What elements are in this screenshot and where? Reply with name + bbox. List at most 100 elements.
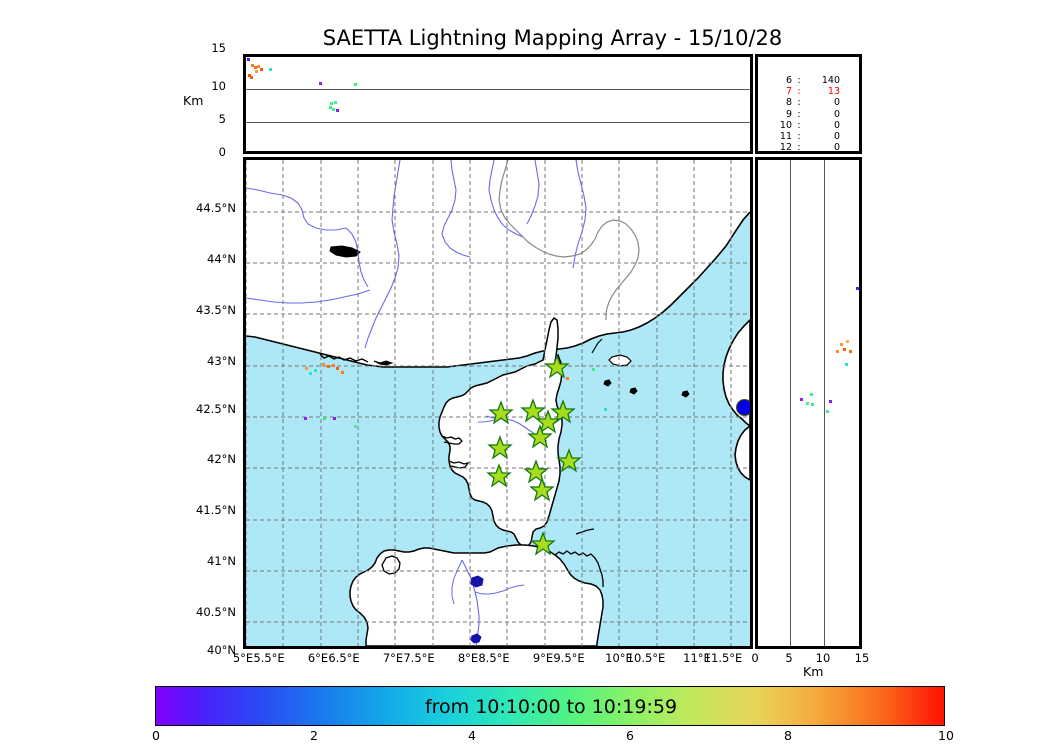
stat-stations: 9 <box>785 108 792 120</box>
source-point <box>806 402 809 405</box>
station-markers[interactable] <box>486 354 582 556</box>
stat-stations: 12 <box>779 142 792 154</box>
stat-count: 0 <box>833 131 840 143</box>
source-point <box>840 343 843 346</box>
source-point <box>856 287 859 290</box>
source-point <box>846 340 849 343</box>
source-point <box>257 65 260 68</box>
stat-count: 140 <box>821 75 840 86</box>
stat-sep: : <box>797 86 801 98</box>
island-pianosa <box>603 379 612 387</box>
lake-sardinia-north <box>470 575 484 588</box>
station-count-stats-panel[interactable]: 6: 140 7: 13 8: 0 9: 0 10: 0 11: 0 12: 0 <box>755 54 862 154</box>
source-point <box>845 363 848 366</box>
colorbar[interactable]: from 10:10:00 to 10:19:59 <box>155 686 945 726</box>
river-tavignano <box>478 419 497 423</box>
source-point <box>248 74 251 77</box>
table-row: 10: 0 <box>766 120 840 131</box>
island-giglio <box>681 390 690 398</box>
xtick-label-map: 10.5°E <box>626 651 666 665</box>
coastline-detail-provence <box>319 353 369 363</box>
stat-count: 0 <box>833 119 840 131</box>
source-point <box>250 76 253 79</box>
station-marker <box>520 398 546 423</box>
stat-stations: 6 <box>785 75 792 86</box>
stat-sep: : <box>797 75 801 86</box>
ytick-label-map: 41°N <box>207 554 236 568</box>
ytick-label-map: 40.5°N <box>196 605 236 619</box>
xtick-label-map: 5°E <box>232 651 254 665</box>
xtick-label-map: 8°E <box>457 651 479 665</box>
island-capraia <box>591 338 603 354</box>
station-marker <box>486 463 512 488</box>
coastline-detail-hyeres <box>373 360 394 366</box>
stat-sep: : <box>797 108 801 120</box>
coastline-tuscany-south <box>734 424 750 481</box>
gridline-5km <box>790 160 791 646</box>
station-marker <box>535 409 561 434</box>
stat-sep: : <box>797 119 801 131</box>
source-point <box>330 102 333 105</box>
border-france-italy <box>498 160 640 320</box>
table-row: 7: 13 <box>766 86 840 97</box>
stat-sep: : <box>797 131 801 143</box>
stat-count: 0 <box>833 142 840 154</box>
station-marker <box>487 435 513 460</box>
page-title: SAETTA Lightning Mapping Array - 15/10/2… <box>322 26 783 50</box>
river-sardinia <box>461 559 480 646</box>
colorbar-tick-label: 6 <box>626 728 634 743</box>
colorbar-tick-label: 2 <box>310 728 318 743</box>
gridline-5km <box>246 122 750 123</box>
xtick-label-map: 5.5°E <box>253 651 285 665</box>
xtick-label-map: 9°E <box>532 651 554 665</box>
table-row: 12: 0 <box>766 142 840 154</box>
lake-sardinia-south <box>470 633 482 644</box>
source-point <box>800 398 803 401</box>
source-point <box>336 109 339 112</box>
colorbar-tick-label: 0 <box>152 728 160 743</box>
xtick-label-map: 6.5°E <box>328 651 360 665</box>
xtick-label-side-panel: 15 <box>854 651 870 665</box>
station-marker <box>523 459 549 484</box>
station-marker <box>529 477 555 502</box>
xtick-label-side-panel: 10 <box>815 651 831 665</box>
colorbar-tick-label: 10 <box>938 728 954 743</box>
xtick-label-map: 11°E <box>683 651 711 665</box>
ytick-label-top-panel: 15 <box>211 41 226 55</box>
altitude-longitude-panel[interactable] <box>243 54 753 154</box>
station-marker <box>556 448 582 473</box>
ytick-label-top-panel: 5 <box>218 112 226 126</box>
stat-count: 0 <box>833 97 840 109</box>
xtick-label-side-panel: 5 <box>785 651 793 665</box>
source-point <box>843 348 846 351</box>
xtick-label-side-panel: 0 <box>751 651 759 665</box>
map-panel[interactable] <box>243 157 753 649</box>
source-point <box>354 83 357 86</box>
station-marker <box>550 399 576 424</box>
stat-stations: 7 <box>785 86 792 98</box>
ytick-label-map: 44°N <box>207 252 236 266</box>
station-count-table: 6: 140 7: 13 8: 0 9: 0 10: 0 11: 0 12: 0 <box>766 75 840 154</box>
stat-count: 13 <box>827 86 840 98</box>
source-point <box>254 66 257 69</box>
stat-count: 0 <box>833 108 840 120</box>
source-point <box>811 403 814 406</box>
xtick-label-map: 9.5°E <box>553 651 585 665</box>
table-row: 11: 0 <box>766 131 840 142</box>
source-point <box>849 350 852 353</box>
source-point <box>836 350 839 353</box>
stat-sep: : <box>797 142 801 154</box>
xtick-label-map: 8.5°E <box>478 651 510 665</box>
xtick-label-map: 6°E <box>307 651 329 665</box>
side-panel-axis-title: Km <box>803 664 824 679</box>
altitude-latitude-panel[interactable] <box>755 157 862 649</box>
xtick-label-map: 7°E <box>382 651 404 665</box>
ytick-label-top-panel: 10 <box>211 79 226 93</box>
xtick-label-map: 11.5°E <box>703 651 743 665</box>
vhf-source-points <box>304 363 607 428</box>
ytick-label-map: 44.5°N <box>196 201 236 215</box>
ytick-label-map: 40°N <box>207 643 236 657</box>
ytick-label-map: 41.5°N <box>196 503 236 517</box>
source-point <box>334 101 337 104</box>
gridline-10km <box>246 89 750 90</box>
